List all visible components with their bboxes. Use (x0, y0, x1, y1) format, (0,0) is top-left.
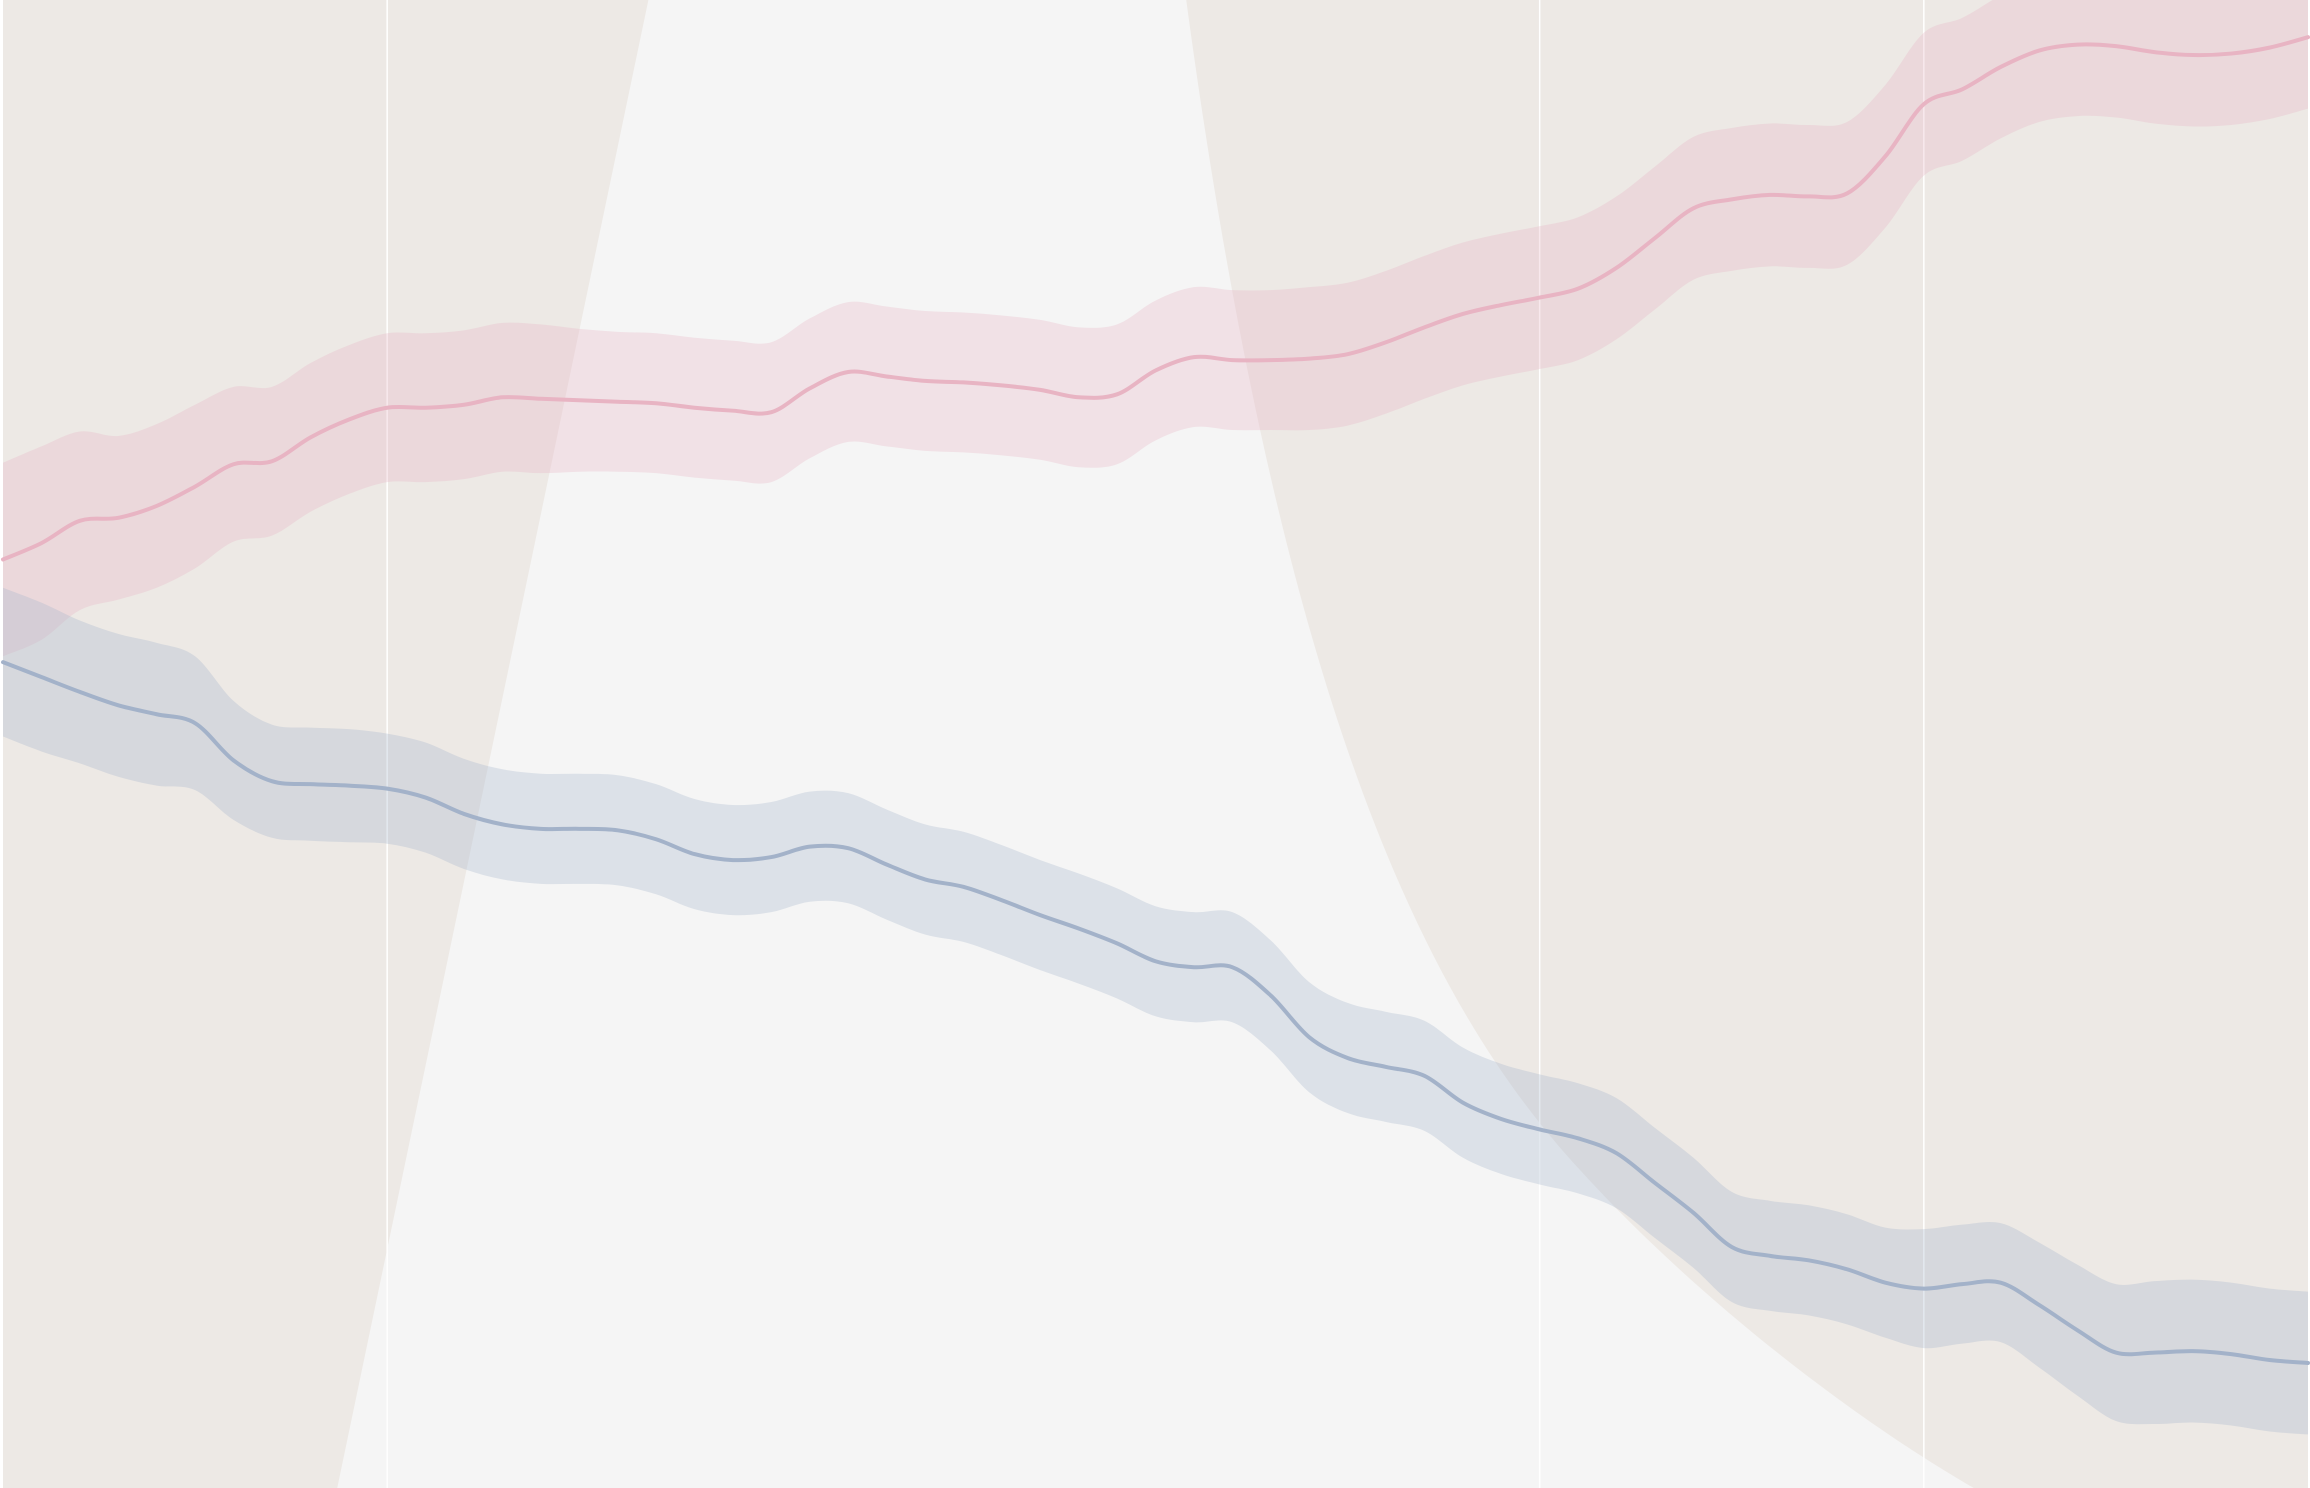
shaded-region-left (3, 0, 649, 1488)
confidence-bands (3, 0, 2308, 1435)
confidence-band-blue (3, 587, 2308, 1435)
series-line-blue (1, 660, 2310, 1366)
series-line-pink (1, 35, 2310, 562)
shaded-regions (3, 0, 2308, 1488)
series-lines (1, 35, 2310, 1366)
confidence-band-pink (3, 0, 2308, 657)
x-gridlines (386, 0, 1925, 1488)
shaded-region-right (1186, 0, 2308, 1488)
